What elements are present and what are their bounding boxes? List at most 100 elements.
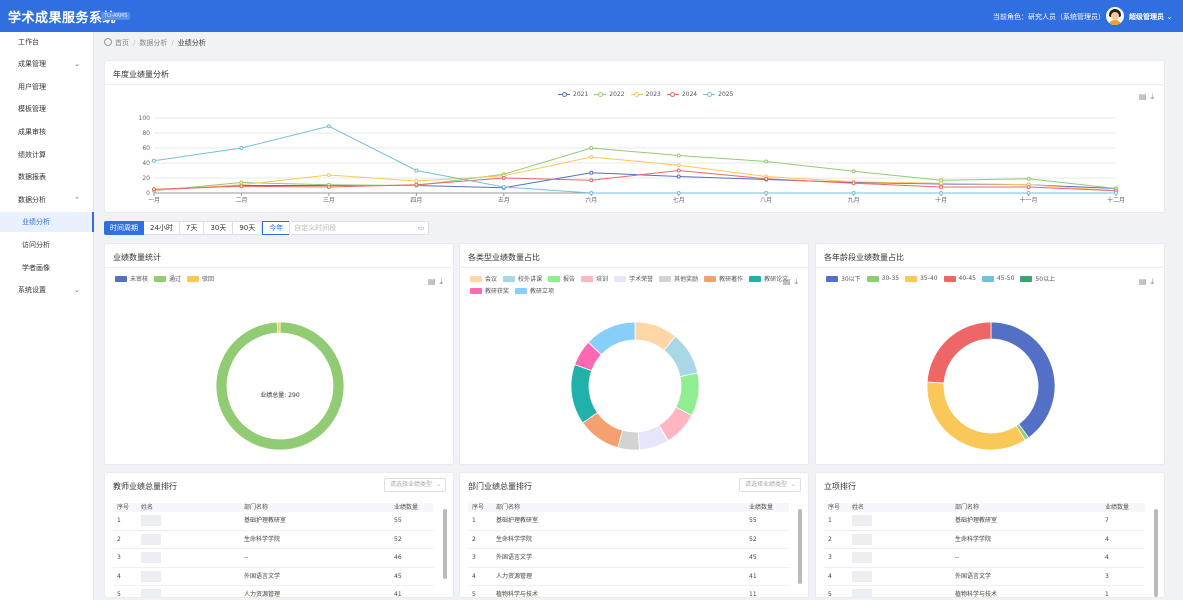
y-tick-label: 60 [142,145,150,152]
data-point [589,170,594,175]
legend-item[interactable]: 35-40 [905,275,938,282]
legend-item[interactable]: 校外讲课 [503,274,542,283]
sidebar-item-achievements[interactable]: 成果管理 ⌄ [0,54,94,74]
legend-item[interactable]: 教研获奖 [470,286,509,295]
sidebar-item-performance-analysis[interactable]: 业绩分析 [0,212,94,232]
period-option-30d[interactable]: 30天 [204,221,234,235]
sidebar-item-visit-analysis[interactable]: 访问分析 [22,241,50,249]
table-row[interactable]: 3 -- 46 [113,549,434,568]
sidebar-item-reports[interactable]: 数据报表 [18,173,46,181]
data-point [589,146,594,150]
legend-item[interactable]: 教研著作 [704,274,743,283]
table-row[interactable]: 2 生命科学学院 52 [468,531,789,549]
table-row[interactable]: 1 基础护理教研室 55 [468,512,789,531]
data-point [676,174,681,179]
download-icon[interactable]: ⤓ [794,277,798,286]
legend-label: 教研立项 [530,288,555,295]
performance-type-select[interactable]: 请选择业绩类型 ⌄ [739,478,801,492]
sidebar-item-workbench[interactable]: 工作台 [18,38,39,46]
dept-rank-table: 序号 部门名称 业绩数量 1 基础护理教研室 55 2 生命科学学院 52 3 外国语言文学 4… [468,503,789,597]
period-option-7d[interactable]: 7天 [179,221,205,235]
date-range-input[interactable]: 自定义时间段 ▭ [289,221,430,235]
chart-legend: 未审核 通过 驳回 [115,274,315,286]
legend-item[interactable]: 报告 [548,274,575,283]
legend-item[interactable]: 其他奖励 [659,274,698,283]
download-icon[interactable]: ⤓ [1150,92,1154,101]
legend-item[interactable]: 教研论文 [749,274,788,283]
table-row[interactable]: 4 外国语言文学 3 [824,568,1145,586]
legend-item[interactable]: 通过 [154,274,181,283]
period-option-90d[interactable]: 90天 [233,221,263,235]
legend-item[interactable]: 30-35 [866,275,899,282]
document-icon[interactable]: ▤ [782,277,791,286]
legend-label: 培训 [596,276,609,283]
line-chart: 0 20 40 60 80 100 一月 二月 三月 四月 五月 六月 七月 八月 九月 十月 十一月 十二月 [139,115,1125,204]
breadcrumb-home[interactable]: 首页 [115,39,129,47]
legend-item[interactable]: 50以上 [1020,274,1055,283]
slice-30以下 [990,321,1056,439]
table-header: 序号 部门名称 业绩数量 [468,503,789,512]
legend-item[interactable]: 2022 [594,91,625,98]
legend-item[interactable]: 30以下 [826,274,861,283]
scrollbar[interactable] [798,509,802,584]
download-icon[interactable]: ⤓ [1150,277,1154,286]
legend-item[interactable]: 2024 [666,91,697,98]
sidebar-item-scholar-profile[interactable]: 学者画像 [22,264,50,272]
performance-type-select[interactable]: 请选择业绩类型 ⌄ [384,478,446,492]
data-point [676,163,681,168]
legend-item[interactable]: 2025 [703,91,733,98]
document-icon[interactable]: ▤ [1138,277,1147,286]
legend-swatch [548,275,561,282]
legend-swatch [905,275,918,282]
masked-name [852,589,872,597]
sidebar-item-review[interactable]: 成果审核 [18,128,46,136]
legend-item[interactable]: 会议 [470,274,497,283]
legend-item[interactable]: 学术荣誉 [614,274,653,283]
y-tick-label: 0 [146,190,150,197]
table-row[interactable]: 5 植物科学与技术 11 [468,586,789,597]
chevron-down-icon: ⌄ [74,60,80,68]
legend-item[interactable]: 2021 [558,91,588,98]
table-row[interactable]: 5 人力资源管理 41 [113,586,434,597]
table-row[interactable]: 1 基础护理教研室 7 [824,512,1145,531]
table-row[interactable]: 5 植物科学与技术 1 [824,586,1145,597]
table-row[interactable]: 2 生命科学学院 52 [113,531,434,549]
table-row[interactable]: 4 外国语言文学 45 [113,568,434,586]
legend-item[interactable]: 教研立项 [515,286,554,295]
table-row[interactable]: 3 外国语言文学 45 [468,549,789,568]
period-option-24h[interactable]: 24小时 [144,221,180,235]
legend-item[interactable]: 45-50 [981,275,1014,282]
series-line-2022 [153,147,1117,192]
sidebar-item-templates[interactable]: 模板管理 [18,105,46,113]
masked-name [141,515,161,526]
table-row[interactable]: 1 基础护理教研室 55 [113,512,434,531]
slice-35-40 [926,381,1026,451]
table-row[interactable]: 2 生命科学学院 4 [824,531,1145,549]
data-point [501,176,506,180]
legend-item[interactable]: 2023 [630,91,661,98]
table-row[interactable]: 4 人力资源管理 41 [468,568,789,586]
scrollbar[interactable] [1154,509,1158,597]
period-option-this-year[interactable]: 今年 [262,221,291,235]
chevron-up-icon: ⌃ [74,196,80,204]
sidebar-item-settings[interactable]: 系统设置 ⌄ [0,280,94,300]
sidebar-item-performance[interactable]: 绩效计算 [18,151,46,159]
document-icon[interactable]: ▤ [1138,92,1147,101]
legend-item[interactable]: 40-45 [943,275,976,282]
legend-swatch [470,275,482,282]
table-row[interactable]: 3 -- 4 [824,549,1145,568]
legend-item[interactable]: 驳回 [187,274,214,283]
breadcrumb-level1[interactable]: 数据分析 [139,39,168,47]
download-icon[interactable]: ⤓ [439,277,443,286]
sidebar-item-analysis[interactable]: 数据分析 ⌃ [0,190,94,210]
legend-swatch [558,92,570,98]
document-icon[interactable]: ▤ [427,277,436,286]
legend-item[interactable]: 培训 [581,274,608,283]
scrollbar[interactable] [443,509,447,579]
card-title: 各年龄段业绩数量占比 [824,253,904,262]
slice-教研立项 [587,321,636,356]
avatar[interactable] [1106,7,1124,25]
user-menu[interactable]: 超级管理员 ⌄ [1129,13,1173,21]
legend-item[interactable]: 未审核 [115,274,148,283]
sidebar-item-users[interactable]: 用户管理 [18,83,46,91]
